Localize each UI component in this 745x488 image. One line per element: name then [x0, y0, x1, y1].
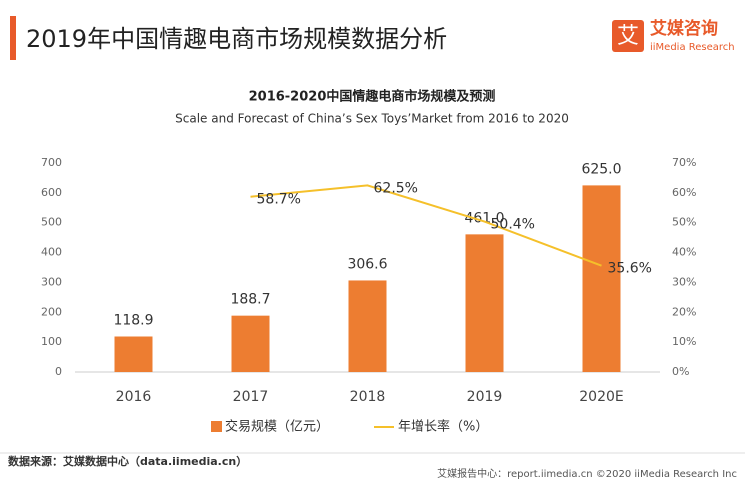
- logo-icon: 艾: [617, 24, 639, 49]
- y2-tick-label: 60%: [672, 186, 696, 199]
- logo-sub: iiMedia Research: [650, 42, 735, 53]
- y-tick-label: 700: [41, 156, 62, 169]
- line-value-label: 62.5%: [374, 180, 418, 196]
- bar: [465, 234, 504, 372]
- y2-tick-label: 10%: [672, 335, 696, 348]
- chart-subtitle: Scale and Forecast of China’s Sex Toys’M…: [175, 112, 569, 126]
- bar-value-label: 118.9: [113, 312, 153, 328]
- page-title: 2019年中国情趣电商市场规模数据分析: [26, 25, 447, 53]
- logo-name: 艾媒咨询: [650, 18, 718, 39]
- y2-tick-label: 40%: [672, 246, 696, 259]
- bar-value-label: 461.0: [464, 210, 504, 226]
- x-tick-label: 2018: [350, 389, 386, 405]
- y2-tick-label: 70%: [672, 156, 696, 169]
- bar-value-label: 188.7: [230, 292, 270, 308]
- bar-value-label: 625.0: [581, 161, 621, 177]
- x-tick-label: 2016: [116, 389, 152, 405]
- y2-tick-label: 30%: [672, 275, 696, 288]
- line: [250, 184, 602, 267]
- y-tick-label: 0: [55, 365, 62, 378]
- line-value-label: 50.4%: [491, 217, 535, 233]
- legend-label: 年增长率（%）: [398, 419, 488, 435]
- y-tick-label: 600: [41, 186, 62, 199]
- bar: [114, 336, 153, 372]
- x-tick-label: 2020E: [579, 389, 623, 405]
- y-tick-label: 200: [41, 305, 62, 318]
- chart-title: 2016-2020中国情趣电商市场规模及预测: [249, 89, 496, 105]
- y-tick-label: 100: [41, 335, 62, 348]
- y-tick-label: 300: [41, 275, 62, 288]
- logo-box: [612, 20, 644, 52]
- bar: [231, 315, 270, 372]
- x-tick-label: 2017: [233, 389, 269, 405]
- footer-source: 数据来源：艾媒数据中心（data.iimedia.cn）: [8, 454, 247, 468]
- line-value-label: 35.6%: [608, 261, 652, 277]
- legend-swatch: [211, 421, 222, 432]
- y-tick-label: 400: [41, 246, 62, 259]
- y2-tick-label: 50%: [672, 216, 696, 229]
- legend-label: 交易规模（亿元）: [225, 419, 329, 435]
- bar: [348, 280, 387, 372]
- title-accent: [10, 16, 16, 60]
- x-tick-label: 2019: [467, 389, 503, 405]
- bar-value-label: 306.6: [347, 256, 387, 272]
- y2-tick-label: 20%: [672, 305, 696, 318]
- bar: [582, 185, 621, 372]
- y-tick-label: 500: [41, 216, 62, 229]
- y2-tick-label: 0%: [672, 365, 689, 378]
- footer-credit: 艾媒报告中心：report.iimedia.cn ©2020 iiMedia R…: [437, 467, 737, 480]
- line-value-label: 58.7%: [257, 192, 301, 208]
